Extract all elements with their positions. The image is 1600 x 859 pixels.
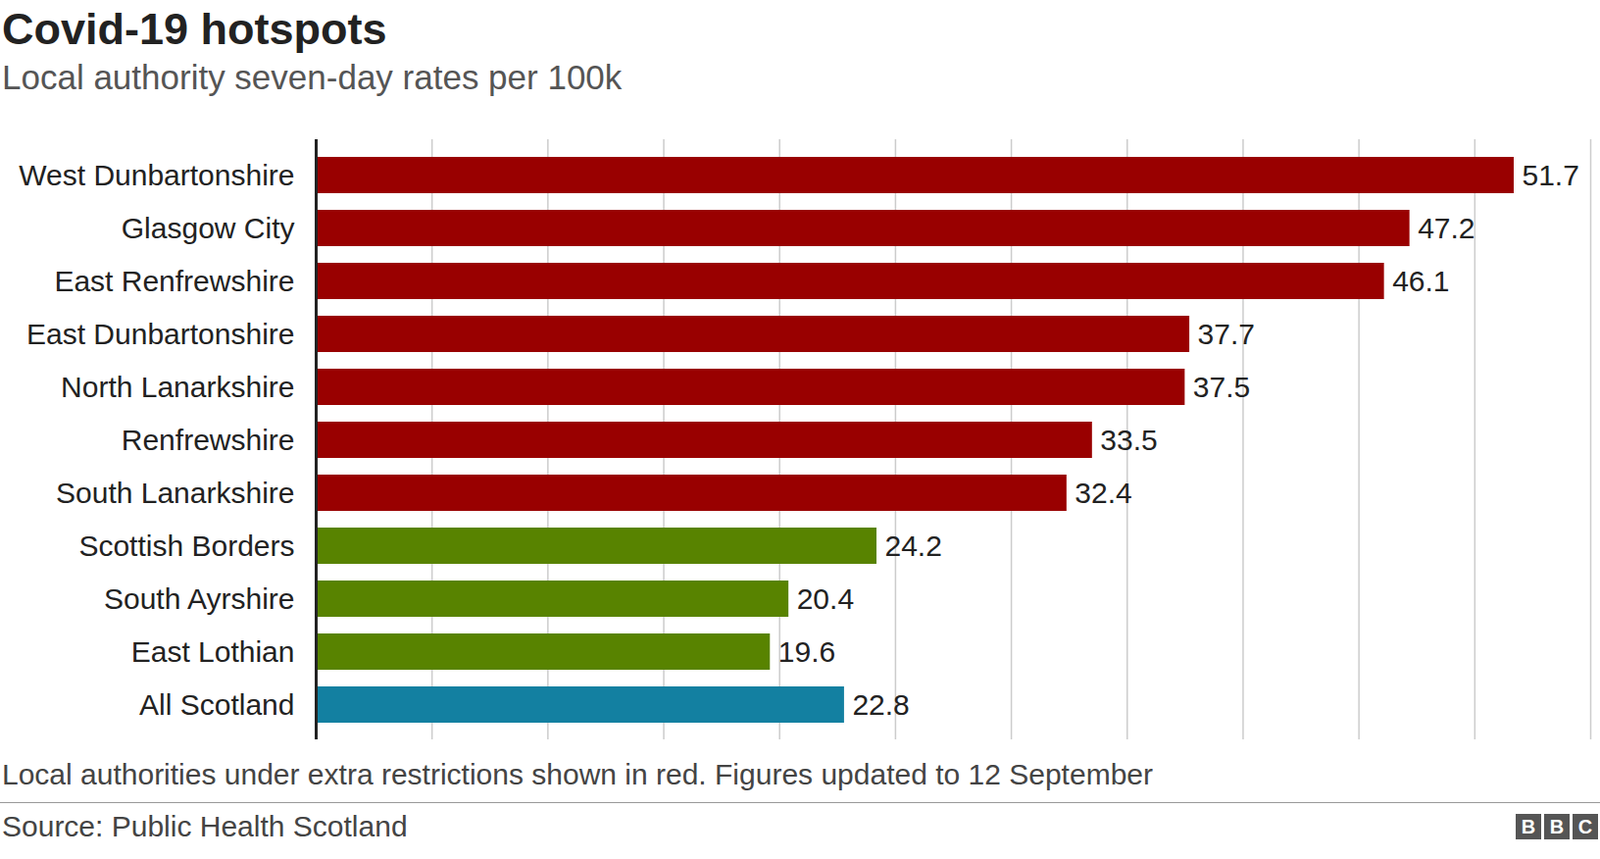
svg-text:East Dunbartonshire: East Dunbartonshire [26,317,296,350]
svg-text:Glasgow City: Glasgow City [121,211,296,245]
html-text:Local authority seven-day rate: Local authority seven-day rates per 100k [1,57,622,97]
svg-text:19.6: 19.6 [778,635,836,668]
svg-text:33.5: 33.5 [1100,423,1157,456]
svg-text:Renfrewshire: Renfrewshire [121,423,296,456]
html-text:Local authorities under extra: Local authorities under extra restrictio… [1,757,1153,791]
svg-text:North Lanarkshire: North Lanarkshire [60,370,295,403]
svg-text:Scottish Borders: Scottish Borders [78,529,295,562]
svg-text:32.4: 32.4 [1074,476,1132,509]
html-text:B: B [1549,815,1564,838]
svg-text:West Dunbartonshire: West Dunbartonshire [18,158,295,192]
svg-text:22.8: 22.8 [851,688,909,721]
svg-text:East Renfrewshire: East Renfrewshire [53,264,295,298]
svg-text:East Lothian: East Lothian [131,635,296,668]
svg-text:South Ayrshire: South Ayrshire [103,582,296,615]
svg-text:24.2: 24.2 [885,529,943,562]
svg-text:All Scotland: All Scotland [139,688,295,721]
svg-text:46.1: 46.1 [1392,264,1450,298]
svg-text:South Lanarkshire: South Lanarkshire [55,476,296,509]
svg-text:47.2: 47.2 [1417,211,1475,245]
html-text:Source: Public Health Scotland: Source: Public Health Scotland [1,809,408,843]
svg-text:37.7: 37.7 [1198,317,1255,350]
svg-text:37.5: 37.5 [1193,370,1250,403]
svg-text:51.7: 51.7 [1522,158,1580,192]
html-text:C: C [1578,815,1593,838]
svg-text:20.4: 20.4 [797,582,854,615]
html-text:B: B [1521,815,1536,838]
html-text:Covid-19 hotspots: Covid-19 hotspots [1,3,387,54]
